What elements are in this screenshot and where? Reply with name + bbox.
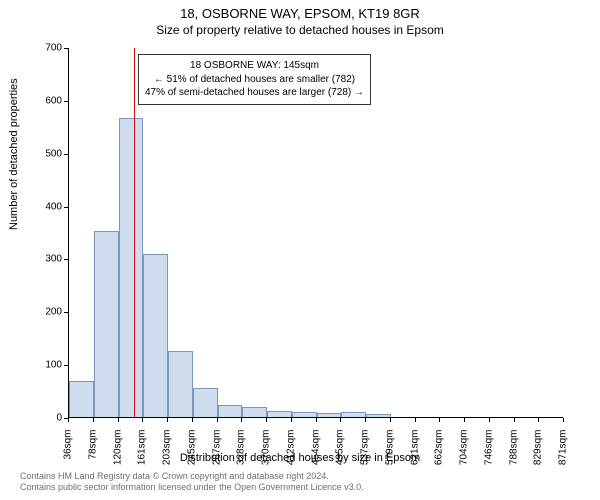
x-tick-mark [291, 418, 292, 422]
histogram-bar [267, 411, 292, 417]
x-tick-mark [563, 418, 564, 422]
histogram-bar [168, 351, 193, 417]
x-tick-mark [365, 418, 366, 422]
histogram-bar [119, 118, 144, 417]
x-tick-label: 287sqm [211, 430, 222, 470]
x-tick-mark [316, 418, 317, 422]
y-tick-mark [64, 154, 68, 155]
y-tick-mark [64, 259, 68, 260]
x-tick-label: 788sqm [508, 430, 519, 470]
x-tick-label: 704sqm [459, 430, 470, 470]
x-tick-label: 412sqm [285, 430, 296, 470]
y-tick-label: 100 [32, 360, 62, 371]
x-tick-label: 454sqm [310, 430, 321, 470]
x-tick-mark [192, 418, 193, 422]
y-tick-mark [64, 101, 68, 102]
y-tick-mark [64, 312, 68, 313]
x-tick-label: 579sqm [384, 430, 395, 470]
y-tick-mark [64, 365, 68, 366]
x-tick-mark [538, 418, 539, 422]
y-tick-label: 200 [32, 307, 62, 318]
y-tick-label: 600 [32, 95, 62, 106]
x-tick-mark [489, 418, 490, 422]
property-marker-line [134, 48, 136, 418]
y-tick-mark [64, 207, 68, 208]
histogram-bar [69, 381, 94, 417]
x-tick-label: 245sqm [186, 430, 197, 470]
chart-subtitle: Size of property relative to detached ho… [0, 21, 600, 37]
x-tick-mark [390, 418, 391, 422]
x-tick-label: 621sqm [409, 430, 420, 470]
property-size-histogram: 18, OSBORNE WAY, EPSOM, KT19 8GR Size of… [0, 0, 600, 500]
footer-line2: Contains public sector information licen… [20, 482, 364, 494]
callout-line3: 47% of semi-detached houses are larger (… [145, 86, 364, 100]
x-tick-mark [167, 418, 168, 422]
x-tick-mark [241, 418, 242, 422]
x-tick-label: 36sqm [63, 430, 74, 470]
histogram-bar [317, 413, 342, 417]
histogram-bar [193, 388, 218, 417]
histogram-bar [366, 414, 391, 417]
histogram-bar [143, 254, 168, 417]
x-tick-label: 829sqm [533, 430, 544, 470]
histogram-bar [218, 405, 243, 417]
x-tick-label: 120sqm [112, 430, 123, 470]
x-tick-mark [340, 418, 341, 422]
y-tick-label: 700 [32, 43, 62, 54]
x-tick-label: 537sqm [360, 430, 371, 470]
x-tick-mark [415, 418, 416, 422]
x-tick-mark [217, 418, 218, 422]
x-tick-label: 161sqm [137, 430, 148, 470]
histogram-bar [242, 407, 267, 417]
y-axis-label: Number of detached properties [8, 78, 20, 230]
x-tick-label: 78sqm [87, 430, 98, 470]
x-tick-mark [464, 418, 465, 422]
x-tick-mark [142, 418, 143, 422]
y-tick-label: 400 [32, 201, 62, 212]
histogram-bar [292, 412, 317, 417]
y-tick-label: 500 [32, 148, 62, 159]
y-tick-mark [64, 48, 68, 49]
x-tick-label: 746sqm [483, 430, 494, 470]
x-tick-mark [439, 418, 440, 422]
chart-title: 18, OSBORNE WAY, EPSOM, KT19 8GR [0, 0, 600, 21]
footer-line1: Contains HM Land Registry data © Crown c… [20, 471, 364, 483]
callout-line1: 18 OSBORNE WAY: 145sqm [145, 59, 364, 73]
x-tick-label: 871sqm [558, 430, 569, 470]
x-tick-mark [68, 418, 69, 422]
x-tick-mark [93, 418, 94, 422]
histogram-bar [94, 231, 119, 417]
x-tick-label: 370sqm [261, 430, 272, 470]
x-tick-mark [514, 418, 515, 422]
property-callout: 18 OSBORNE WAY: 145sqm← 51% of detached … [138, 54, 371, 105]
x-tick-label: 328sqm [236, 430, 247, 470]
x-tick-mark [266, 418, 267, 422]
x-tick-mark [118, 418, 119, 422]
y-tick-label: 0 [32, 413, 62, 424]
footer-credits: Contains HM Land Registry data © Crown c… [20, 471, 364, 494]
x-tick-label: 662sqm [434, 430, 445, 470]
y-tick-label: 300 [32, 254, 62, 265]
x-tick-label: 203sqm [162, 430, 173, 470]
x-tick-label: 495sqm [335, 430, 346, 470]
histogram-bar [341, 412, 366, 417]
callout-line2: ← 51% of detached houses are smaller (78… [145, 73, 364, 87]
